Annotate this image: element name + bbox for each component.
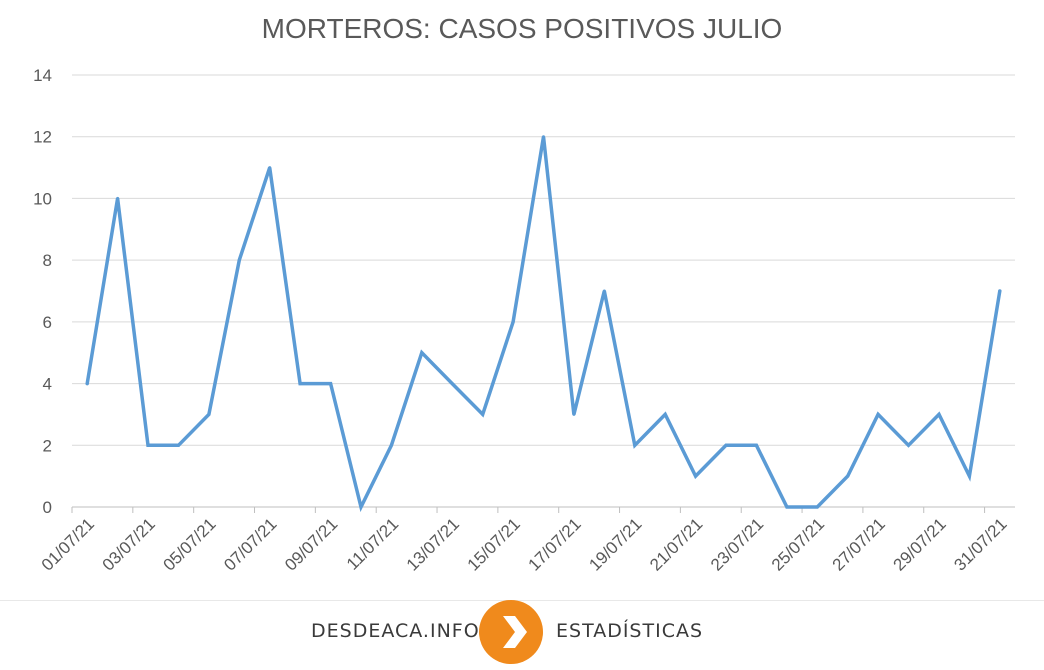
- footer-section-name: ESTADÍSTICAS: [556, 620, 704, 642]
- footer-divider: [0, 600, 1044, 601]
- logo-circle: [479, 600, 543, 664]
- y-tick-label: 10: [33, 189, 52, 208]
- x-tick-label: 15/07/21: [464, 514, 524, 574]
- chevron-right-icon[interactable]: [477, 598, 545, 666]
- x-tick-label: 13/07/21: [403, 514, 463, 574]
- data-point: [85, 382, 89, 386]
- data-point: [694, 474, 698, 478]
- data-point: [298, 382, 302, 386]
- x-axis: 01/07/21 03/07/21 05/07/21 07/07/21 09/07/21…: [38, 506, 1015, 575]
- data-point: [389, 443, 393, 447]
- data-point: [268, 166, 272, 170]
- data-point: [633, 443, 637, 447]
- data-point: [481, 412, 485, 416]
- data-point: [116, 196, 120, 200]
- y-tick-label: 2: [43, 436, 52, 455]
- data-point: [937, 412, 941, 416]
- logo-chevron: [503, 616, 527, 648]
- data-point: [207, 412, 211, 416]
- series-layer: [85, 135, 1002, 513]
- data-point: [420, 351, 424, 355]
- x-tick-label: 27/07/21: [829, 514, 889, 574]
- y-tick-label: 6: [43, 313, 52, 332]
- x-tick-label: 23/07/21: [707, 514, 767, 574]
- data-point: [329, 382, 333, 386]
- data-point: [967, 474, 971, 478]
- x-tick-label: 09/07/21: [281, 514, 341, 574]
- data-point: [176, 443, 180, 447]
- x-tick-label: 01/07/21: [38, 514, 98, 574]
- y-axis-ticks: 0 2 4 6 8 10 12 14: [33, 66, 52, 517]
- data-point: [815, 505, 819, 509]
- y-tick-label: 14: [33, 66, 52, 85]
- y-tick-label: 4: [43, 375, 52, 394]
- data-point: [450, 382, 454, 386]
- data-point: [998, 289, 1002, 293]
- x-tick-label: 07/07/21: [220, 514, 280, 574]
- x-tick-label: 29/07/21: [890, 514, 950, 574]
- data-point: [511, 320, 515, 324]
- x-tick-label: 31/07/21: [950, 514, 1010, 574]
- data-point: [846, 474, 850, 478]
- data-point: [907, 443, 911, 447]
- x-tick-label: 21/07/21: [646, 514, 706, 574]
- x-tick-label: 19/07/21: [585, 514, 645, 574]
- x-tick-label: 17/07/21: [525, 514, 585, 574]
- data-point: [785, 505, 789, 509]
- y-tick-label: 0: [43, 498, 52, 517]
- x-tick-label: 11/07/21: [343, 514, 402, 573]
- data-point: [876, 412, 880, 416]
- y-tick-label: 12: [33, 128, 52, 147]
- data-point: [754, 443, 758, 447]
- data-point: [724, 443, 728, 447]
- data-point: [602, 289, 606, 293]
- footer-site-name[interactable]: DESDEACA.INFO: [311, 620, 480, 642]
- data-point: [237, 258, 241, 262]
- x-tick-label: 05/07/21: [159, 514, 219, 574]
- data-point: [542, 135, 545, 139]
- line-chart: MORTEROS: CASOS POSITIVOS JULIO 0 2 4 6 8 10 1…: [33, 13, 1015, 575]
- data-point: [359, 505, 363, 509]
- chart-title: MORTEROS: CASOS POSITIVOS JULIO: [262, 13, 783, 44]
- y-tick-label: 8: [43, 251, 52, 270]
- x-tick-label: 25/07/21: [768, 514, 828, 574]
- data-point: [663, 412, 667, 416]
- x-tick-label: 03/07/21: [99, 514, 159, 574]
- data-point: [146, 443, 150, 447]
- data-point: [572, 412, 576, 416]
- chart-svg: MORTEROS: CASOS POSITIVOS JULIO 0 2 4 6 8 10 1…: [33, 13, 1015, 575]
